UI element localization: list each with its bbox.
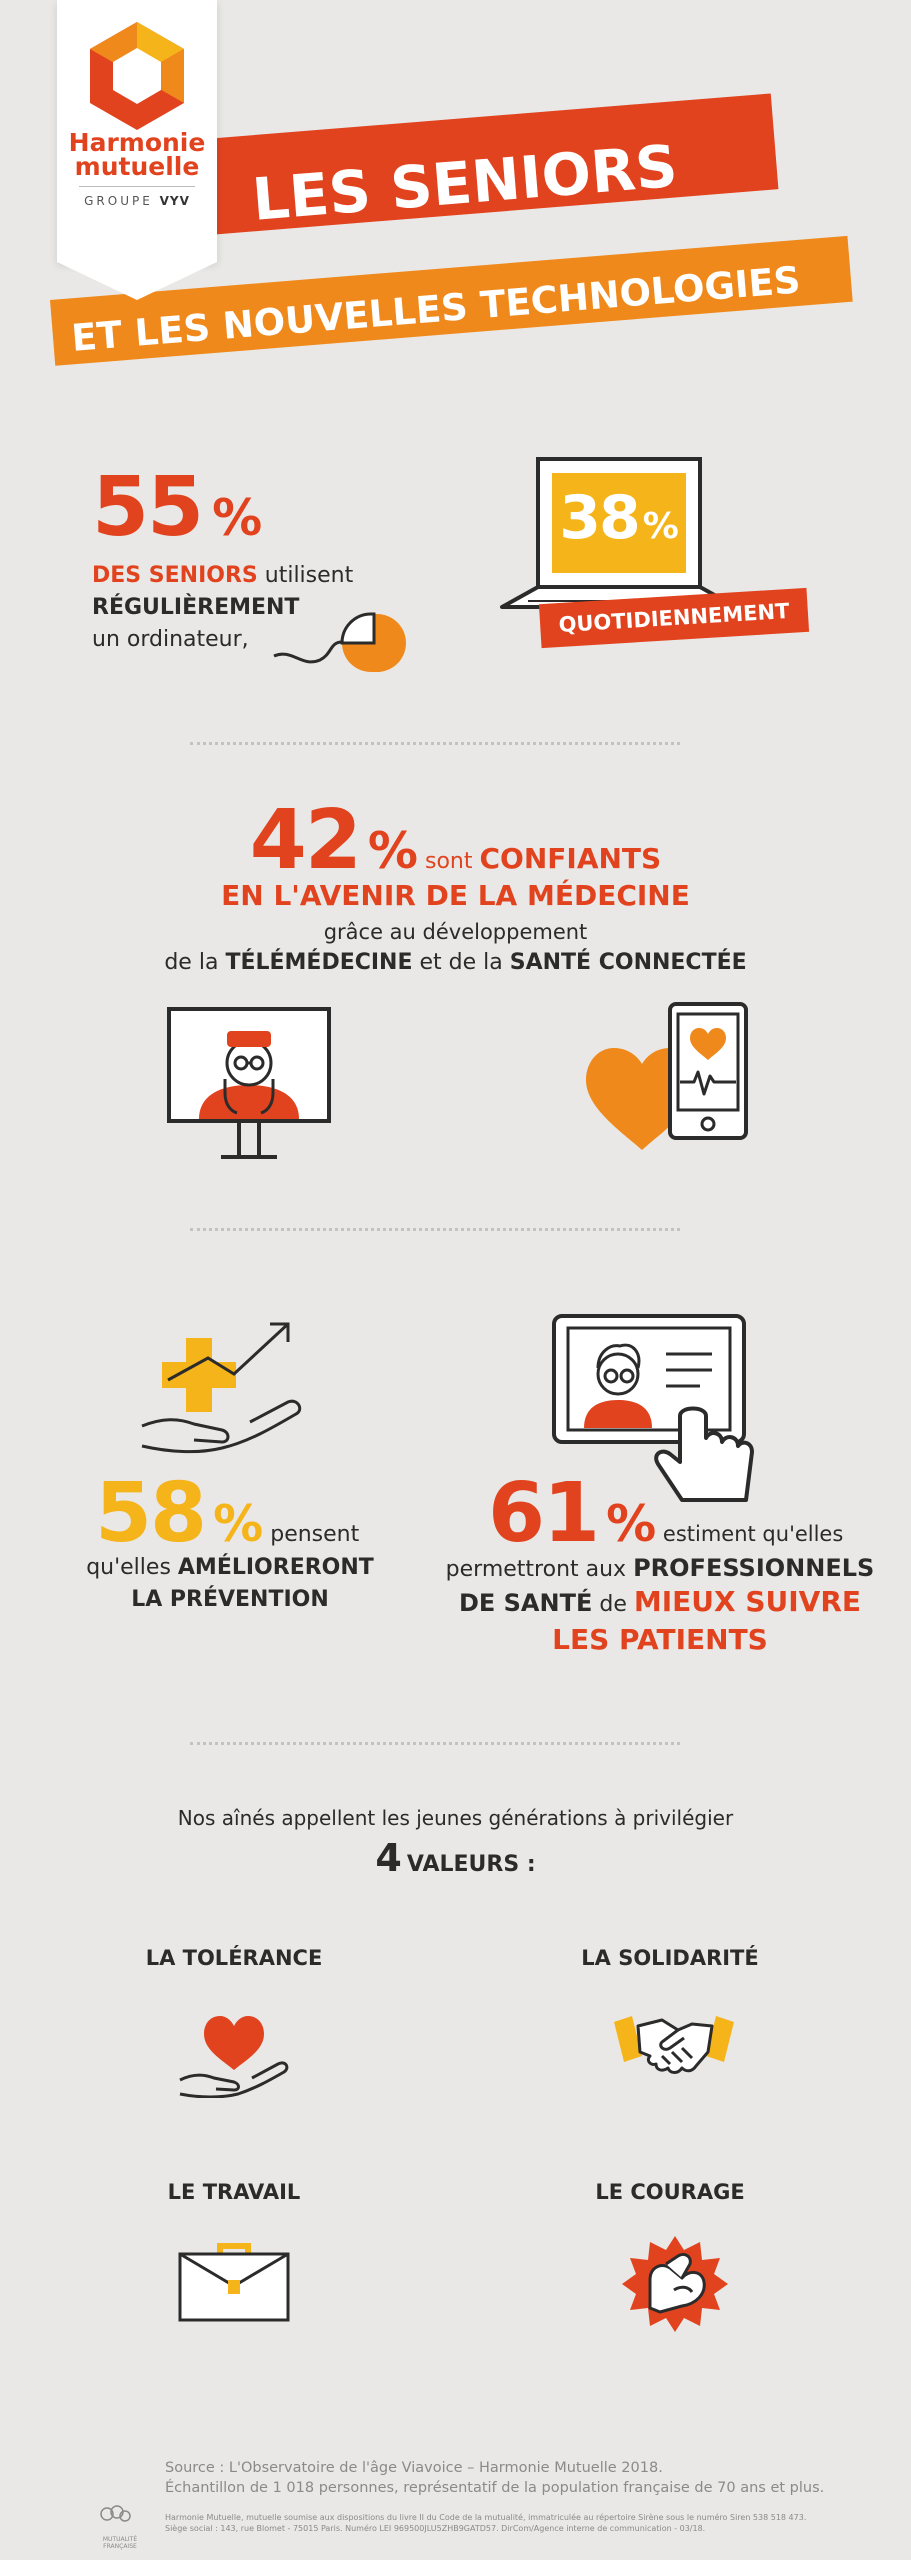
stat1-percent: 55% <box>92 462 262 576</box>
stat5-highlight-a: MIEUX SUIVRE <box>633 1585 862 1618</box>
mutualite-francaise-label: MUTUALITÉ FRANÇAISE <box>102 2536 138 2550</box>
stat1-text-part: utilisent <box>257 563 354 588</box>
handshake-icon <box>614 2016 734 2074</box>
brand-hexagon-logo <box>90 22 184 130</box>
stat1-emphasis: RÉGULIÈREMENT <box>92 595 300 620</box>
heart-hand-icon <box>179 2016 289 2098</box>
values-count-label: VALEURS : <box>406 1852 536 1877</box>
stat2-percent: 38% <box>552 478 686 573</box>
stat4-emphasis: AMÉLIORERONT <box>177 1555 374 1580</box>
stat4-percent-sign: % <box>213 1495 264 1553</box>
stat3-percent-sign: % <box>367 822 419 880</box>
stat3-highlight-line: EN L'AVENIR DE LA MÉDECINE <box>221 879 690 912</box>
briefcase-icon <box>178 2243 290 2322</box>
stat1-text: DES SENIORS utilisent RÉGULIÈREMENT un o… <box>92 560 353 656</box>
value-label-courage: LE COURAGE <box>595 2180 745 2204</box>
values-count-line: 4 VALEURS : <box>0 1830 911 1894</box>
stat1-percent-sign: % <box>212 489 263 547</box>
stat3-number: 42 <box>249 793 362 888</box>
stat1-text-end: un ordinateur, <box>92 627 249 652</box>
stat5-text-part: estiment qu'elles <box>656 1522 844 1546</box>
stat3-text-b: et de la <box>412 950 510 975</box>
stat3-highlight: CONFIANTS <box>479 842 662 875</box>
stat3-heading: 42% sont CONFIANTS <box>0 795 911 909</box>
stat2-percent-sign: % <box>642 506 679 547</box>
stat1-line1: DES SENIORS utilisent <box>92 560 353 592</box>
stat3-text-line2: de la TÉLÉMÉDECINE et de la SANTÉ CONNEC… <box>0 948 911 978</box>
stat3-text-a: de la <box>164 950 226 975</box>
stat3-emphasis-a: TÉLÉMÉDECINE <box>225 950 413 975</box>
legal-line2: Siège social : 143, rue Blomet - 75015 P… <box>165 2524 706 2533</box>
tablet-doctor-touch-icon <box>552 1314 754 1502</box>
stat3-text-line: grâce au développement <box>323 920 588 944</box>
stat1-number: 55 <box>92 460 204 555</box>
brand-logo-card: Harmonie mutuelle GROUPE VYV <box>57 0 217 300</box>
brand-group: GROUPE VYV <box>57 194 217 208</box>
telemedicine-doctor-monitor-icon <box>167 1007 331 1159</box>
brand-name-line2: mutuelle <box>74 152 200 181</box>
stat1-highlight: DES SENIORS <box>92 563 258 588</box>
section-divider-1 <box>190 742 680 745</box>
mouse-icon <box>273 612 406 672</box>
source-note: Source : L'Observatoire de l'âge Viavoic… <box>165 2458 865 2498</box>
legal-line1: Harmonie Mutuelle, mutuelle soumise aux … <box>165 2513 807 2522</box>
stat4-text: qu'elles AMÉLIORERONT LA PRÉVENTION <box>60 1552 400 1616</box>
values-count: 4 <box>375 1836 402 1880</box>
stat4-text-part: pensent <box>263 1522 360 1547</box>
value-label-tolerance: LA TOLÉRANCE <box>145 1946 323 1970</box>
stat5-line2: DE SANTÉ de MIEUX SUIVRE <box>440 1586 880 1621</box>
stat5-emphasis-b: DE SANTÉ <box>458 1589 593 1617</box>
muscle-arm-icon <box>622 2236 728 2332</box>
stat5-line1: permettront aux PROFESSIONNELS <box>440 1552 880 1586</box>
stat4-heading: 58% pensent <box>95 1468 359 1582</box>
stat2-number: 38 <box>559 483 640 553</box>
stat4-number: 58 <box>95 1466 207 1561</box>
value-label-solidarity: LA SOLIDARITÉ <box>581 1946 759 1970</box>
stat5-text-a: permettront aux <box>445 1557 634 1582</box>
source-line1: Source : L'Observatoire de l'âge Viavoic… <box>165 2460 663 2476</box>
brand-group-name: VYV <box>159 194 190 208</box>
stat5-highlight-b: LES PATIENTS <box>552 1623 768 1656</box>
brand-divider <box>79 186 195 187</box>
stat3-emphasis-b: SANTÉ CONNECTÉE <box>509 950 747 975</box>
stat3-text-part: sont <box>418 849 480 874</box>
prevention-hand-cross-icon <box>141 1322 302 1454</box>
stat5-percent-sign: % <box>606 1495 657 1553</box>
brand-name-line1: Harmonie <box>68 128 206 157</box>
stat5-number: 61 <box>488 1466 600 1561</box>
stat4-emphasis-line: LA PRÉVENTION <box>131 1587 329 1612</box>
connected-health-phone-heart-icon <box>586 1002 748 1150</box>
values-intro: Nos aînés appellent les jeunes génératio… <box>177 1806 734 1830</box>
legal-note: Harmonie Mutuelle, mutuelle soumise aux … <box>165 2512 865 2534</box>
section-divider-2 <box>190 1228 680 1231</box>
stat5-text: permettront aux PROFESSIONNELS DE SANTÉ … <box>440 1552 880 1659</box>
stat5-text-b: de <box>592 1592 634 1617</box>
stat4-text-a: qu'elles <box>86 1555 178 1580</box>
section-divider-3 <box>190 1742 680 1745</box>
source-line2: Échantillon de 1 018 personnes, représen… <box>165 2480 825 2496</box>
value-label-work: LE TRAVAIL <box>167 2180 301 2204</box>
stat4-line1: qu'elles AMÉLIORERONT <box>60 1552 400 1584</box>
stat5-heading: 61% estiment qu'elles <box>488 1468 843 1582</box>
mutualite-francaise-logo-icon <box>100 2505 131 2522</box>
stat5-emphasis-a: PROFESSIONNELS <box>633 1554 875 1582</box>
brand-group-label: GROUPE <box>84 194 153 208</box>
